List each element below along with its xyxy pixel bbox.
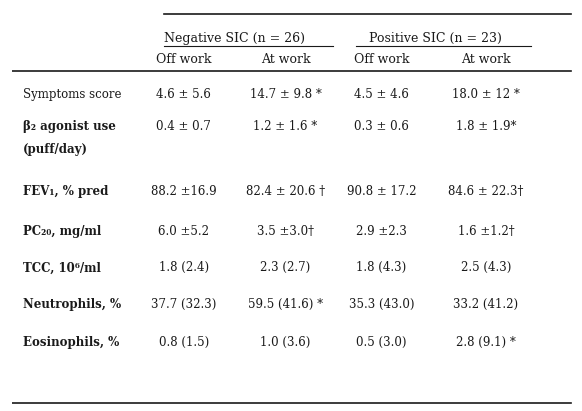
Text: 4.6 ± 5.6: 4.6 ± 5.6 — [157, 88, 211, 101]
Text: 1.6 ±1.2†: 1.6 ±1.2† — [457, 225, 514, 238]
Text: 3.5 ±3.0†: 3.5 ±3.0† — [257, 225, 314, 238]
Text: 18.0 ± 12 *: 18.0 ± 12 * — [452, 88, 520, 101]
Text: Off work: Off work — [156, 53, 212, 66]
Text: TCC, 10⁶/ml: TCC, 10⁶/ml — [23, 261, 101, 275]
Text: Neutrophils, %: Neutrophils, % — [23, 298, 121, 311]
Text: 82.4 ± 20.6 †: 82.4 ± 20.6 † — [246, 185, 325, 198]
Text: 1.8 (2.4): 1.8 (2.4) — [159, 261, 209, 275]
Text: (puff/day): (puff/day) — [23, 143, 88, 156]
Text: Positive SIC (n = 23): Positive SIC (n = 23) — [368, 32, 502, 45]
Text: 2.5 (4.3): 2.5 (4.3) — [461, 261, 511, 275]
Text: Off work: Off work — [354, 53, 409, 66]
Text: 84.6 ± 22.3†: 84.6 ± 22.3† — [448, 185, 524, 198]
Text: At work: At work — [261, 53, 310, 66]
Text: 90.8 ± 17.2: 90.8 ± 17.2 — [347, 185, 416, 198]
Text: FEV₁, % pred: FEV₁, % pred — [23, 185, 108, 198]
Text: 2.3 (2.7): 2.3 (2.7) — [260, 261, 311, 275]
Text: 33.2 (41.2): 33.2 (41.2) — [453, 298, 519, 311]
Text: 0.8 (1.5): 0.8 (1.5) — [159, 336, 209, 349]
Text: 0.3 ± 0.6: 0.3 ± 0.6 — [354, 120, 409, 134]
Text: 4.5 ± 4.6: 4.5 ± 4.6 — [354, 88, 409, 101]
Text: 88.2 ±16.9: 88.2 ±16.9 — [151, 185, 217, 198]
Text: 0.4 ± 0.7: 0.4 ± 0.7 — [157, 120, 211, 134]
Text: 14.7 ± 9.8 *: 14.7 ± 9.8 * — [250, 88, 321, 101]
Text: Eosinophils, %: Eosinophils, % — [23, 336, 119, 349]
Text: 1.8 (4.3): 1.8 (4.3) — [356, 261, 407, 275]
Text: 1.8 ± 1.9*: 1.8 ± 1.9* — [456, 120, 516, 134]
Text: 1.0 (3.6): 1.0 (3.6) — [260, 336, 311, 349]
Text: Negative SIC (n = 26): Negative SIC (n = 26) — [164, 32, 305, 45]
Text: 0.5 (3.0): 0.5 (3.0) — [356, 336, 407, 349]
Text: 2.8 (9.1) *: 2.8 (9.1) * — [456, 336, 516, 349]
Text: 37.7 (32.3): 37.7 (32.3) — [151, 298, 217, 311]
Text: 2.9 ±2.3: 2.9 ±2.3 — [356, 225, 407, 238]
Text: 6.0 ±5.2: 6.0 ±5.2 — [158, 225, 210, 238]
Text: 35.3 (43.0): 35.3 (43.0) — [349, 298, 414, 311]
Text: 1.2 ± 1.6 *: 1.2 ± 1.6 * — [253, 120, 318, 134]
Text: At work: At work — [461, 53, 510, 66]
Text: β₂ agonist use: β₂ agonist use — [23, 120, 116, 134]
Text: Symptoms score: Symptoms score — [23, 88, 122, 101]
Text: PC₂₀, mg/ml: PC₂₀, mg/ml — [23, 225, 101, 238]
Text: 59.5 (41.6) *: 59.5 (41.6) * — [248, 298, 323, 311]
